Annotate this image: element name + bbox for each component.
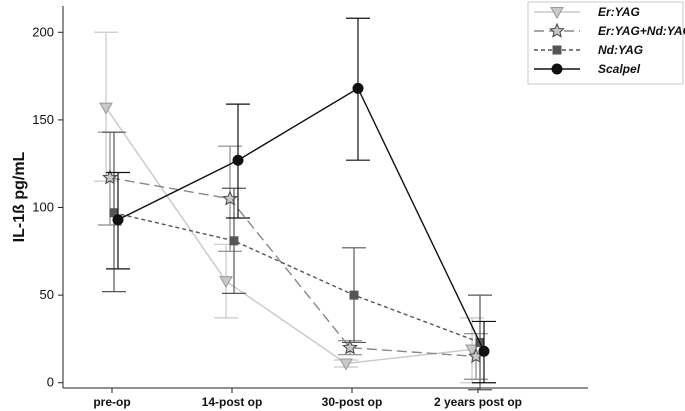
y-tick-label: 0 bbox=[47, 375, 54, 390]
series-nd-yag bbox=[102, 131, 492, 391]
legend-label: Er:YAG bbox=[598, 5, 640, 19]
x-tick-label: 2 years post op bbox=[434, 395, 522, 409]
y-tick-label: 200 bbox=[32, 24, 54, 39]
y-axis-title: IL-1ß pg/mL bbox=[11, 151, 28, 242]
er-yag-nd-yag-marker bbox=[222, 190, 238, 206]
series-group bbox=[94, 17, 496, 391]
scalpel-marker bbox=[478, 345, 490, 357]
series-er-yag bbox=[94, 31, 484, 384]
series-line bbox=[105, 107, 473, 365]
nd-yag-marker bbox=[229, 236, 239, 246]
er-yag-nd-yag-marker bbox=[102, 169, 118, 185]
nd-yag-marker bbox=[349, 290, 359, 300]
y-tick-label: 150 bbox=[32, 112, 54, 127]
x-tick-label: 30-post op bbox=[322, 395, 383, 409]
y-ticks: 0 50 100 150 200 bbox=[32, 24, 63, 390]
scalpel-marker bbox=[112, 214, 124, 226]
legend-label: Er:YAG+Nd:YAG bbox=[598, 24, 685, 38]
er-yag-marker bbox=[339, 358, 353, 371]
series-scalpel bbox=[106, 17, 496, 384]
scalpel-marker bbox=[551, 63, 563, 75]
er-yag-nd-yag-marker bbox=[549, 22, 565, 38]
er-yag-marker bbox=[99, 102, 113, 115]
legend-label: Scalpel bbox=[598, 62, 641, 76]
series-line bbox=[109, 177, 477, 358]
axes bbox=[62, 6, 588, 389]
y-tick-label: 50 bbox=[40, 287, 54, 302]
er-yag-marker bbox=[550, 7, 564, 20]
x-tick-label: pre-op bbox=[93, 395, 130, 409]
legend-label: Nd:YAG bbox=[598, 43, 643, 57]
nd-yag-marker bbox=[552, 45, 562, 55]
er-yag-nd-yag-marker bbox=[342, 339, 358, 355]
er-yag-marker bbox=[465, 344, 479, 357]
er-yag-marker bbox=[219, 276, 233, 289]
scalpel-marker bbox=[352, 82, 364, 94]
nd-yag-marker bbox=[109, 208, 119, 218]
series-line bbox=[117, 87, 485, 352]
x-tick-label: 14-post op bbox=[202, 395, 263, 409]
legend: Er:YAG Er:YAG+Nd:YAG Nd:YAG Scalpel bbox=[527, 1, 685, 85]
series-line bbox=[113, 212, 481, 344]
x-ticks: pre-op 14-post op 30-post op 2 years post o… bbox=[93, 388, 522, 409]
series-er-yag-nd-yag bbox=[98, 131, 488, 380]
scalpel-marker bbox=[232, 154, 244, 166]
y-tick-label: 100 bbox=[32, 200, 54, 215]
